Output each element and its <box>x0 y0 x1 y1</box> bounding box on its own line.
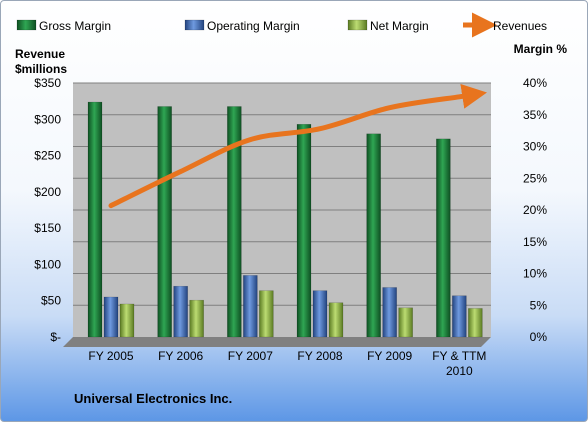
legend-label: Revenues <box>493 19 547 33</box>
right-tick-label: 35% <box>523 108 547 122</box>
bar-operating-margin <box>243 275 258 338</box>
category-labels: FY 2005 FY 2006 FY 2007 FY 2008 FY 2009 FY & … <box>88 349 486 378</box>
bars-group <box>87 101 483 338</box>
revenue-line <box>108 83 487 209</box>
bar-net-margin <box>398 307 413 338</box>
revenue-line-group <box>108 83 487 209</box>
bar-gross-margin <box>87 101 103 338</box>
bar-gross-margin <box>227 106 242 338</box>
right-tick-label: 30% <box>523 140 547 154</box>
right-axis-ticks: 0% 5% 10% 15% 20% 25% 30% 35% 40% <box>523 76 547 344</box>
category-label: FY 2008 <box>297 349 342 363</box>
category-label: 2010 <box>446 364 473 378</box>
bar-gross-margin <box>366 133 381 338</box>
legend-swatch <box>347 19 368 31</box>
bar-operating-margin <box>382 287 397 338</box>
right-axis-title: Margin % <box>514 42 568 56</box>
category-label: FY 2009 <box>367 349 412 363</box>
legend-swatch <box>184 19 205 31</box>
right-tick-label: 20% <box>523 203 547 217</box>
category-label: FY 2007 <box>228 349 273 363</box>
right-tick-label: 15% <box>523 235 547 249</box>
bar-net-margin <box>119 303 135 338</box>
bar-gross-margin <box>157 106 172 338</box>
right-tick-label: 5% <box>530 298 548 312</box>
right-tick-label: 40% <box>523 76 547 90</box>
bar-operating-margin <box>173 285 188 338</box>
legend-label: Net Margin <box>370 19 429 33</box>
left-axis-title-line1: Revenue <box>15 47 65 61</box>
left-tick-label: $50 <box>41 294 61 308</box>
bar-net-margin <box>189 299 204 338</box>
category-label: FY 2006 <box>158 349 203 363</box>
left-axis-ticks: $- $50 $100 $150 $200 $250 $300 $350 <box>34 76 61 344</box>
bar-net-margin <box>259 290 274 338</box>
chart-title: Universal Electronics Inc. <box>74 391 232 406</box>
left-tick-label: $200 <box>34 185 61 199</box>
left-tick-label: $300 <box>34 112 61 126</box>
plot-floor <box>63 337 491 347</box>
left-axis-title-line2: $millions <box>15 62 67 76</box>
bar-net-margin <box>328 302 344 338</box>
gridlines <box>73 82 491 306</box>
legend-label: Gross Margin <box>39 19 111 33</box>
left-tick-label: $- <box>50 330 61 344</box>
bar-operating-margin <box>103 296 119 338</box>
bar-gross-margin <box>296 124 312 338</box>
bar-operating-margin <box>452 295 467 338</box>
bar-gross-margin <box>436 138 451 338</box>
category-label: FY 2005 <box>88 349 133 363</box>
right-tick-label: 0% <box>530 330 548 344</box>
left-tick-label: $100 <box>34 257 61 271</box>
left-tick-label: $350 <box>34 76 61 90</box>
legend-swatch <box>16 19 37 31</box>
right-tick-label: 25% <box>523 171 547 185</box>
legend: Gross Margin Operating Margin Net Margin Re… <box>16 12 547 38</box>
category-label: FY & TTM <box>432 349 486 363</box>
right-tick-label: 10% <box>523 267 547 281</box>
legend-label: Operating Margin <box>207 19 300 33</box>
left-tick-label: $250 <box>34 149 61 163</box>
left-tick-label: $150 <box>34 221 61 235</box>
bar-net-margin <box>468 308 483 338</box>
bar-operating-margin <box>312 290 328 338</box>
